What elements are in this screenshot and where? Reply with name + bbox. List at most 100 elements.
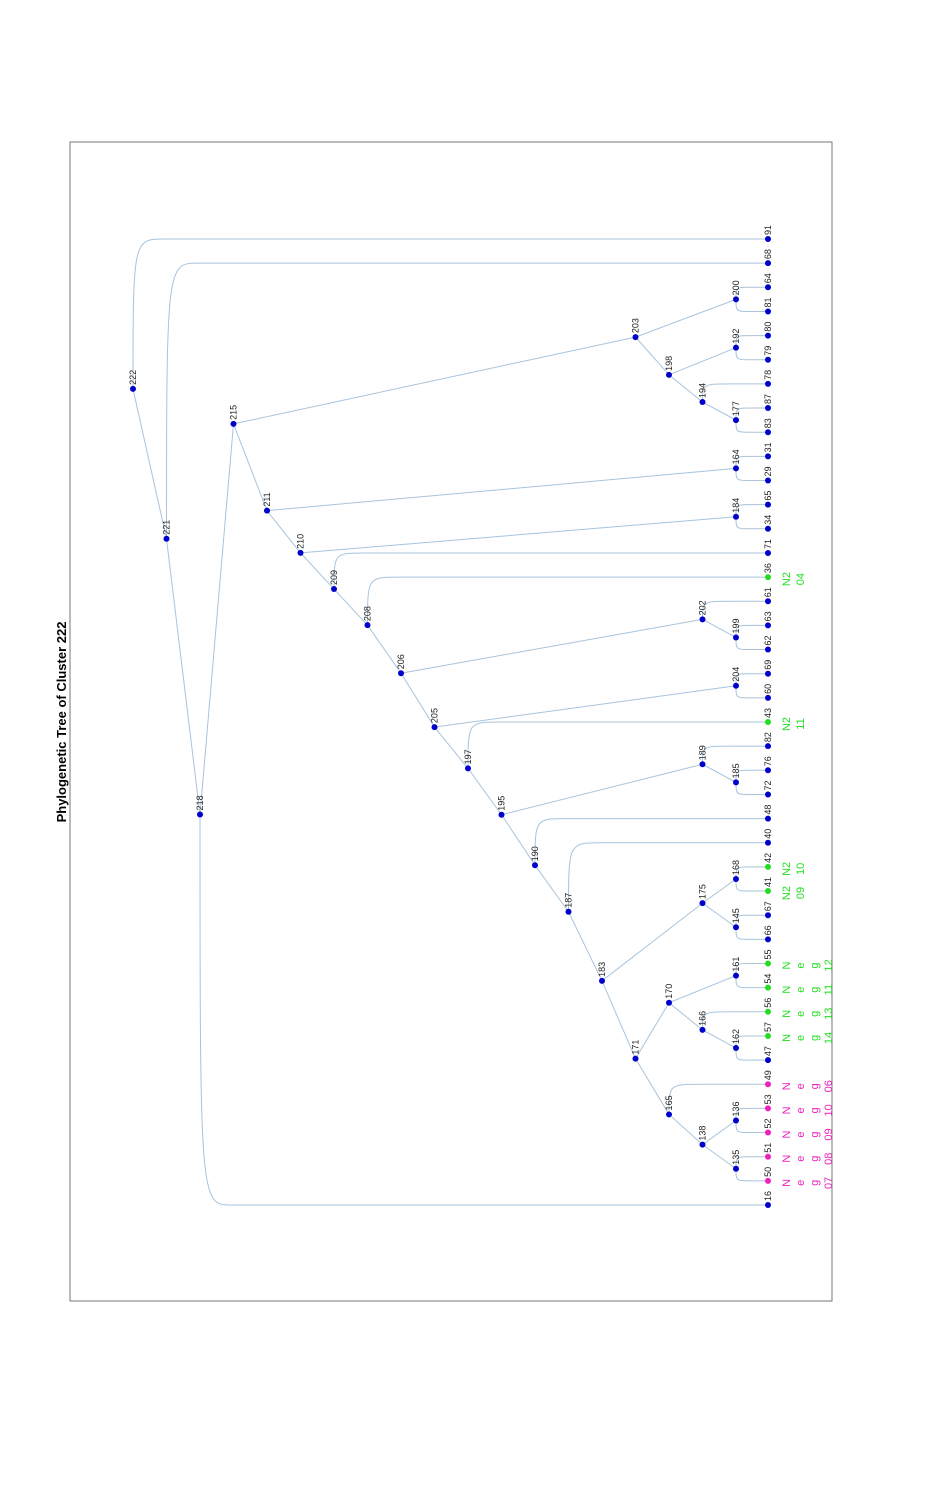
branch-195-190 — [501, 814, 536, 866]
tip-node-56 — [765, 1008, 771, 1015]
tip-annotation-53-2: g — [809, 1107, 821, 1113]
tip-annotation-57-2: g — [809, 1035, 821, 1041]
node-label-83: 83 — [763, 418, 773, 428]
tip-annotation-52-0: N — [781, 1131, 793, 1139]
branch-204-69 — [735, 673, 768, 686]
branch-145-66 — [735, 927, 768, 940]
tip-node-57 — [765, 1032, 771, 1039]
node-label-168: 168 — [731, 860, 741, 875]
branch-199-62 — [735, 637, 768, 651]
branch-203-200 — [635, 298, 737, 338]
tree-title: Phylogenetic Tree of Cluster 222 — [54, 622, 69, 823]
node-label-177: 177 — [731, 401, 741, 416]
internal-node-184 — [733, 513, 739, 520]
tip-node-64 — [765, 284, 771, 291]
tip-node-66 — [765, 936, 771, 943]
tip-node-60 — [765, 694, 771, 701]
tip-node-49 — [765, 1081, 771, 1088]
tip-annotation-54-0: N — [781, 986, 793, 994]
branch-198-194 — [668, 374, 703, 403]
tip-annotation-43-1: 11 — [795, 718, 807, 729]
tip-annotation-50-1: e — [795, 1180, 807, 1186]
branch-197-43 — [467, 721, 768, 769]
branch-222-221 — [132, 388, 167, 539]
tip-node-61 — [765, 598, 771, 605]
tip-annotation-42-0: N2 — [781, 862, 793, 876]
internal-node-198 — [666, 371, 672, 378]
branch-184-34 — [735, 516, 768, 530]
tip-node-76 — [765, 767, 771, 774]
tip-node-52 — [765, 1129, 771, 1136]
branches-layer — [132, 238, 768, 1206]
node-label-51: 51 — [763, 1143, 773, 1153]
node-label-91: 91 — [763, 225, 773, 235]
node-label-62: 62 — [763, 636, 773, 646]
internal-node-197 — [465, 765, 471, 772]
nodes-layer: 16 29 31 34 36 40 41 42 43 47 48 49 50 51 52 53 54 55 56 57… — [128, 225, 835, 1208]
tip-node-79 — [765, 356, 771, 363]
tip-annotation-42-1: 10 — [795, 863, 807, 875]
branch-210-184 — [300, 516, 737, 554]
node-label-203: 203 — [631, 318, 641, 333]
node-label-221: 221 — [162, 520, 172, 535]
branch-168-41 — [735, 878, 768, 892]
branch-162-47 — [735, 1048, 768, 1061]
tip-annotation-54-3: 11 — [823, 984, 835, 995]
node-label-161: 161 — [731, 957, 741, 972]
tip-annotation-54-1: e — [795, 987, 807, 993]
branch-138-136 — [702, 1120, 737, 1146]
node-label-209: 209 — [329, 570, 339, 585]
tip-node-65 — [765, 501, 771, 508]
node-label-36: 36 — [763, 563, 773, 573]
node-label-135: 135 — [731, 1150, 741, 1165]
internal-node-203 — [632, 334, 639, 341]
branch-211-210 — [266, 510, 301, 554]
tip-annotation-55-3: 12 — [823, 959, 835, 971]
tip-node-48 — [765, 815, 771, 822]
branch-187-40 — [568, 842, 768, 912]
node-label-218: 218 — [195, 795, 205, 810]
tip-annotation-50-3: 07 — [823, 1177, 835, 1189]
tip-node-82 — [765, 743, 771, 750]
node-label-202: 202 — [698, 600, 708, 615]
tip-node-63 — [765, 622, 771, 629]
branch-185-72 — [735, 782, 768, 795]
internal-node-210 — [297, 549, 304, 556]
branch-204-60 — [735, 685, 768, 699]
node-label-42: 42 — [763, 853, 773, 863]
branch-177-83 — [735, 420, 768, 433]
branch-165-49 — [668, 1083, 768, 1115]
tip-annotation-49-3: 06 — [823, 1080, 835, 1092]
node-label-145: 145 — [731, 908, 741, 923]
tip-annotation-56-2: g — [809, 1011, 821, 1017]
tip-node-47 — [765, 1057, 771, 1064]
branch-215-203 — [233, 336, 636, 425]
internal-node-166 — [699, 1026, 706, 1033]
internal-node-195 — [498, 811, 505, 818]
node-label-192: 192 — [731, 329, 741, 344]
branch-170-166 — [668, 1002, 703, 1031]
tip-annotation-56-3: 13 — [823, 1008, 835, 1020]
tip-node-40 — [765, 839, 771, 846]
tip-annotation-53-0: N — [781, 1106, 793, 1114]
branch-205-204 — [434, 685, 737, 728]
internal-node-162 — [733, 1045, 739, 1052]
branch-175-168 — [702, 878, 737, 904]
tip-node-91 — [765, 236, 771, 242]
node-label-190: 190 — [530, 846, 540, 861]
internal-node-208 — [364, 622, 371, 629]
branch-185-76 — [735, 769, 768, 783]
node-label-165: 165 — [664, 1095, 674, 1110]
internal-node-211 — [264, 507, 270, 514]
node-label-189: 189 — [698, 745, 708, 760]
branch-218-16 — [199, 814, 768, 1206]
node-label-53: 53 — [763, 1094, 773, 1104]
tip-node-31 — [765, 453, 771, 460]
node-label-164: 164 — [731, 449, 741, 464]
node-label-138: 138 — [698, 1126, 708, 1141]
tip-annotation-50-2: g — [809, 1180, 821, 1186]
internal-node-221 — [163, 535, 170, 542]
tip-annotation-54-2: g — [809, 987, 821, 993]
branch-200-81 — [735, 299, 768, 312]
